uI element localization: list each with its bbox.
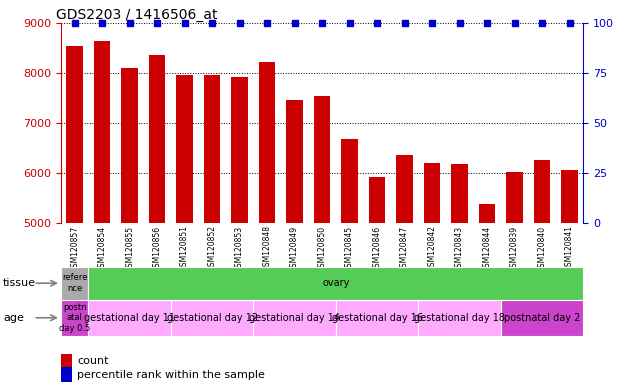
Text: gestational day 12: gestational day 12: [167, 313, 258, 323]
Bar: [171, 300, 253, 336]
Bar: [314, 96, 330, 223]
Bar: [176, 75, 193, 223]
Text: refere
nce: refere nce: [62, 273, 87, 293]
Bar: [369, 177, 385, 223]
Bar: [121, 68, 138, 223]
Bar: [506, 172, 523, 223]
Bar: [336, 300, 419, 336]
Text: tissue: tissue: [3, 278, 36, 288]
Bar: [94, 40, 110, 223]
Bar: [396, 155, 413, 223]
Bar: [253, 300, 336, 336]
Text: gestational day 14: gestational day 14: [249, 313, 340, 323]
Bar: [501, 300, 583, 336]
Bar: [419, 300, 501, 336]
Bar: [149, 55, 165, 223]
Bar: [287, 100, 303, 223]
Bar: [61, 300, 88, 336]
Text: gestational day 16: gestational day 16: [331, 313, 422, 323]
Bar: [259, 62, 276, 223]
Text: percentile rank within the sample: percentile rank within the sample: [77, 370, 265, 380]
Bar: [424, 163, 440, 223]
Bar: [231, 77, 248, 223]
Text: gestational day 18: gestational day 18: [414, 313, 505, 323]
Text: postn
atal
day 0.5: postn atal day 0.5: [59, 303, 90, 333]
Bar: [61, 267, 88, 300]
Text: postnatal day 2: postnatal day 2: [504, 313, 580, 323]
Text: count: count: [77, 356, 108, 366]
Bar: [342, 139, 358, 223]
Bar: [451, 164, 468, 223]
Text: GDS2203 / 1416506_at: GDS2203 / 1416506_at: [56, 8, 217, 22]
Bar: [562, 170, 578, 223]
Bar: [88, 300, 171, 336]
Bar: [534, 161, 551, 223]
Bar: [204, 75, 221, 223]
Bar: [479, 204, 495, 223]
Bar: [67, 45, 83, 223]
Text: ovary: ovary: [322, 278, 349, 288]
Text: age: age: [3, 313, 24, 323]
Text: gestational day 11: gestational day 11: [84, 313, 175, 323]
